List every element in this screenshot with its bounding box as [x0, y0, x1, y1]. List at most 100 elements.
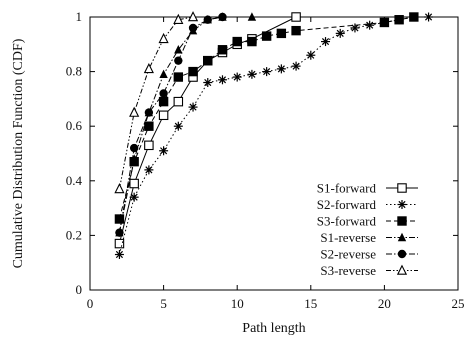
filled-circle-marker	[188, 23, 198, 33]
open-square-marker	[114, 238, 125, 249]
legend-label: S3-reverse	[320, 263, 376, 278]
filled-square-marker	[394, 15, 404, 25]
series-layer	[114, 11, 434, 260]
filled-circle-marker	[203, 15, 212, 24]
filled-circle-marker	[218, 12, 227, 22]
legend-label: S1-forward	[317, 181, 377, 196]
filled-square-marker	[379, 17, 390, 28]
asterisk-stroke	[321, 37, 330, 46]
asterisk-stroke	[424, 13, 433, 21]
open-triangle-marker	[173, 13, 184, 24]
y-tick-label: 1	[76, 9, 83, 24]
open-square-marker	[397, 183, 407, 193]
filled-square-marker	[217, 45, 228, 55]
open-triangle-marker	[396, 264, 408, 275]
asterisk-marker	[159, 146, 169, 156]
open-triangle-marker	[143, 62, 154, 74]
asterisk-stroke	[248, 70, 256, 78]
asterisk-stroke	[233, 73, 241, 81]
asterisk-marker	[217, 75, 227, 85]
filled-circle-marker	[159, 89, 168, 98]
filled-triangle-marker	[247, 12, 257, 21]
filled-circle-marker	[129, 143, 139, 153]
asterisk-stroke	[130, 193, 138, 201]
filled-triangle-marker	[159, 69, 168, 79]
filled-circle-marker	[174, 56, 183, 65]
filled-circle-marker	[397, 249, 407, 259]
asterisk-stroke	[336, 29, 344, 37]
filled-square-marker	[397, 216, 407, 226]
filled-square-marker	[158, 96, 169, 107]
filled-square-marker	[261, 31, 272, 41]
y-tick-label: 0	[76, 282, 83, 297]
x-tick-label: 15	[304, 296, 317, 311]
filled-square-marker	[188, 66, 198, 77]
y-axis-label: Cumulative Distribution Function (CDF)	[11, 38, 26, 268]
series-s2-forward	[114, 12, 434, 260]
open-triangle-marker	[158, 32, 169, 44]
asterisk-stroke	[366, 21, 374, 29]
filled-square-marker	[114, 214, 125, 224]
asterisk-marker	[144, 165, 154, 175]
series-s2-reverse	[115, 12, 227, 237]
filled-square-marker	[173, 72, 184, 82]
asterisk-marker	[365, 20, 375, 30]
asterisk-stroke	[351, 24, 359, 32]
asterisk-marker	[335, 28, 345, 38]
asterisk-marker	[321, 37, 331, 47]
asterisk-marker	[203, 78, 213, 88]
asterisk-stroke	[115, 250, 124, 259]
y-tick-label: 0.2	[66, 227, 82, 242]
asterisk-stroke	[174, 122, 182, 130]
x-tick-label: 5	[160, 296, 167, 311]
asterisk-stroke	[189, 103, 197, 111]
asterisk-marker	[397, 200, 407, 209]
series-line	[118, 16, 429, 255]
x-axis-label: Path length	[242, 321, 305, 336]
open-square-marker	[144, 140, 154, 151]
asterisk-marker	[306, 50, 316, 60]
x-tick-label: 20	[378, 296, 391, 311]
filled-triangle-marker	[397, 232, 407, 242]
filled-square-marker	[247, 36, 257, 47]
filled-square-marker	[409, 12, 419, 22]
legend-label: S3-forward	[317, 214, 377, 229]
asterisk-marker	[129, 192, 139, 202]
axes-group: 0 5 10 15 20 25 0 0.2 0.4 0.6 0.8 1	[66, 9, 465, 311]
asterisk-marker	[262, 67, 272, 77]
series-line	[118, 16, 223, 233]
open-square-marker	[173, 96, 184, 107]
asterisk-stroke	[263, 68, 271, 76]
asterisk-marker	[173, 121, 183, 131]
asterisk-stroke	[292, 62, 300, 70]
filled-square-marker	[276, 28, 287, 39]
series-line	[118, 16, 252, 233]
filled-circle-marker	[144, 108, 154, 117]
open-square-marker	[158, 110, 169, 121]
filled-circle-marker	[115, 228, 124, 237]
open-triangle-marker	[114, 183, 125, 194]
asterisk-stroke	[218, 76, 227, 84]
asterisk-stroke	[277, 65, 285, 73]
asterisk-stroke	[145, 166, 153, 174]
y-tick-label: 0.6	[66, 118, 83, 133]
asterisk-marker	[232, 72, 242, 82]
plot-frame	[89, 16, 459, 291]
asterisk-marker	[276, 64, 286, 74]
series-line	[118, 16, 414, 220]
asterisk-marker	[114, 250, 124, 260]
y-tick-label: 0.8	[66, 64, 82, 79]
x-tick-label: 10	[231, 296, 244, 311]
open-square-marker	[129, 178, 139, 189]
open-triangle-marker	[129, 106, 140, 117]
asterisk-marker	[247, 69, 257, 79]
filled-triangle-marker	[174, 45, 183, 54]
legend-label: S2-reverse	[320, 247, 376, 262]
legend-label: S1-reverse	[320, 230, 376, 245]
asterisk-stroke	[204, 78, 212, 87]
asterisk-stroke	[160, 147, 168, 155]
asterisk-stroke	[307, 51, 315, 59]
